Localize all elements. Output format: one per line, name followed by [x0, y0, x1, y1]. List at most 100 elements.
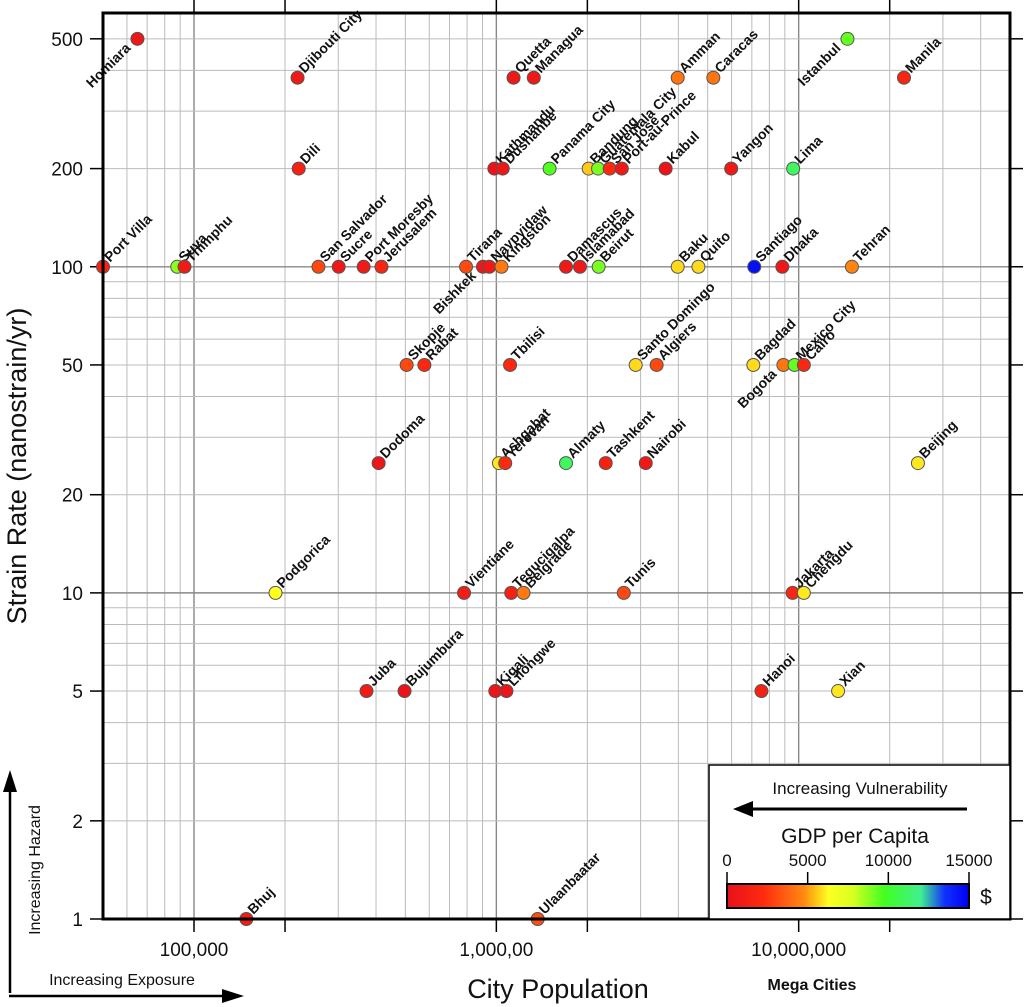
point-label: Tehran — [850, 221, 894, 265]
point-marker — [559, 456, 574, 471]
y-tick-label: 20 — [62, 486, 83, 507]
data-point: Hanoi — [754, 650, 798, 699]
point-marker — [670, 259, 685, 274]
point-marker — [844, 259, 859, 274]
point-marker — [516, 585, 531, 600]
colorbar-unit: $ — [980, 886, 992, 909]
data-point: Bogota — [734, 357, 791, 411]
hazard-exposure-arrows: Increasing Hazard Increasing Exposure — [3, 770, 244, 1003]
point-marker — [331, 259, 346, 274]
point-marker — [504, 585, 519, 600]
point-marker — [397, 684, 412, 699]
point-marker — [526, 70, 541, 85]
hazard-arrow-head-icon — [3, 770, 17, 792]
point-marker — [670, 70, 685, 85]
point-label: Caracas — [711, 26, 761, 76]
point-marker — [130, 31, 145, 46]
point-label: Podgorica — [273, 531, 333, 591]
x-tick-label: 10,000,000 — [751, 940, 846, 961]
point-label: Almaty — [564, 417, 608, 461]
point-marker — [268, 585, 283, 600]
y-tick-label: 500 — [51, 30, 83, 51]
point-marker — [638, 456, 653, 471]
point-marker — [724, 161, 739, 176]
data-point: Tehran — [844, 221, 894, 274]
y-tick-label: 50 — [62, 356, 83, 377]
x-axis-title: City Population — [467, 974, 649, 1004]
point-marker — [459, 259, 474, 274]
point-marker — [482, 259, 497, 274]
data-point: Yangon — [724, 120, 776, 176]
point-label: Istanbul — [794, 40, 843, 89]
point-marker — [417, 357, 432, 372]
point-marker — [495, 161, 510, 176]
data-point: Santo Domingo — [628, 279, 718, 372]
point-marker — [840, 31, 855, 46]
point-marker — [896, 70, 911, 85]
colorbar-tick-label: 5000 — [789, 851, 827, 870]
point-marker — [649, 357, 664, 372]
y-tick-label: 5 — [72, 682, 83, 703]
point-label: Dodoma — [376, 410, 427, 461]
point-label: Kabul — [663, 128, 702, 167]
vulnerability-arrow-head-icon — [733, 801, 753, 817]
point-marker — [616, 585, 631, 600]
y-tick-label: 200 — [51, 160, 83, 181]
colorbar-tick-label: 15000 — [945, 851, 992, 870]
point-label: Vientiane — [462, 536, 517, 591]
point-marker — [291, 161, 306, 176]
point-marker — [356, 259, 371, 274]
point-marker — [775, 259, 790, 274]
point-marker — [499, 684, 514, 699]
mega-cities-label: Mega Cities — [768, 977, 857, 994]
point-label: Xian — [836, 657, 868, 689]
colorbar-tick-label: 0 — [722, 851, 731, 870]
x-tick-label: 100,000 — [160, 940, 229, 961]
point-marker — [457, 585, 472, 600]
point-marker — [506, 70, 521, 85]
point-label: Beijing — [916, 417, 960, 461]
point-marker — [691, 259, 706, 274]
point-label: Tbilisi — [508, 323, 548, 363]
colorbar-title: GDP per Capita — [781, 825, 929, 848]
point-label: Hanoi — [759, 650, 798, 689]
data-point: Tbilisi — [503, 323, 548, 372]
point-marker — [796, 585, 811, 600]
y-tick-label: 10 — [62, 584, 83, 605]
exposure-arrow-label: Increasing Exposure — [49, 972, 195, 989]
colorbar-ticks: 0 5000 10000 15000 — [722, 851, 993, 884]
point-marker — [786, 161, 801, 176]
data-point: Kabul — [658, 128, 702, 176]
point-label: Djibouti City — [295, 6, 365, 76]
point-marker — [290, 70, 305, 85]
point-marker — [542, 161, 557, 176]
hazard-arrow-label: Increasing Hazard — [27, 805, 44, 935]
data-point: Ulaanbaatar — [530, 849, 604, 926]
axis-ticks: 100,000 1,000,00 10,000,000 1 2 5 10 20 50 100 200… — [51, 0, 1023, 961]
point-marker — [311, 259, 326, 274]
point-marker — [503, 357, 518, 372]
point-marker — [831, 684, 846, 699]
plot-frame — [101, 11, 1012, 921]
colorbar-tick-label: 10000 — [865, 851, 912, 870]
data-point: Djibouti City — [290, 6, 365, 85]
point-marker — [371, 456, 386, 471]
data-point: Dodoma — [371, 410, 428, 471]
exposure-arrow-head-icon — [222, 989, 244, 1003]
point-marker — [910, 456, 925, 471]
data-point: Dili — [291, 140, 323, 176]
point-marker — [747, 259, 762, 274]
point-marker — [796, 357, 811, 372]
point-marker — [598, 456, 613, 471]
point-marker — [572, 259, 587, 274]
point-marker — [399, 357, 414, 372]
point-marker — [591, 259, 606, 274]
point-label: Bhuj — [244, 884, 277, 917]
x-tick-label: 1,000,00 — [459, 940, 533, 961]
y-axis-title: Strain Rate (nanostrain/yr) — [2, 308, 32, 625]
point-marker — [374, 259, 389, 274]
point-label: Bujumbura — [402, 625, 466, 689]
data-point: Istanbul — [794, 31, 855, 89]
point-label: Bishkek — [430, 267, 479, 316]
